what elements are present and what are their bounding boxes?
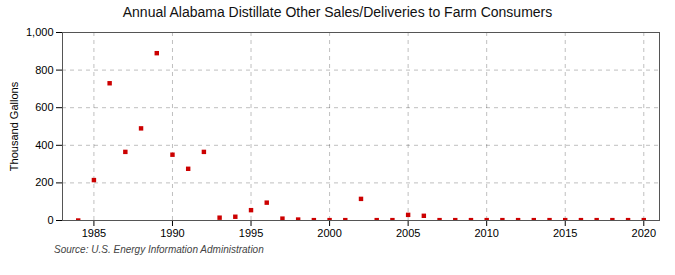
svg-text:2015: 2015 (553, 227, 577, 239)
svg-text:1990: 1990 (160, 227, 184, 239)
svg-text:0: 0 (47, 214, 53, 226)
svg-text:1,000: 1,000 (26, 26, 54, 38)
html-text:Source: U.S. Energy Informatio: Source: U.S. Energy Information Administ… (54, 244, 264, 255)
svg-text:1995: 1995 (239, 227, 263, 239)
svg-text:200: 200 (35, 176, 53, 188)
svg-text:600: 600 (35, 101, 53, 113)
svg-text:Thousand Gallons: Thousand Gallons (8, 81, 20, 171)
svg-text:1985: 1985 (82, 227, 106, 239)
svg-text:2010: 2010 (474, 227, 498, 239)
svg-text:2000: 2000 (317, 227, 341, 239)
svg-text:2020: 2020 (632, 227, 656, 239)
svg-text:800: 800 (35, 64, 53, 76)
svg-text:400: 400 (35, 139, 53, 151)
svg-text:2005: 2005 (396, 227, 420, 239)
html-text:Annual Alabama Distillate Othe: Annual Alabama Distillate Other Sales/De… (122, 4, 553, 20)
